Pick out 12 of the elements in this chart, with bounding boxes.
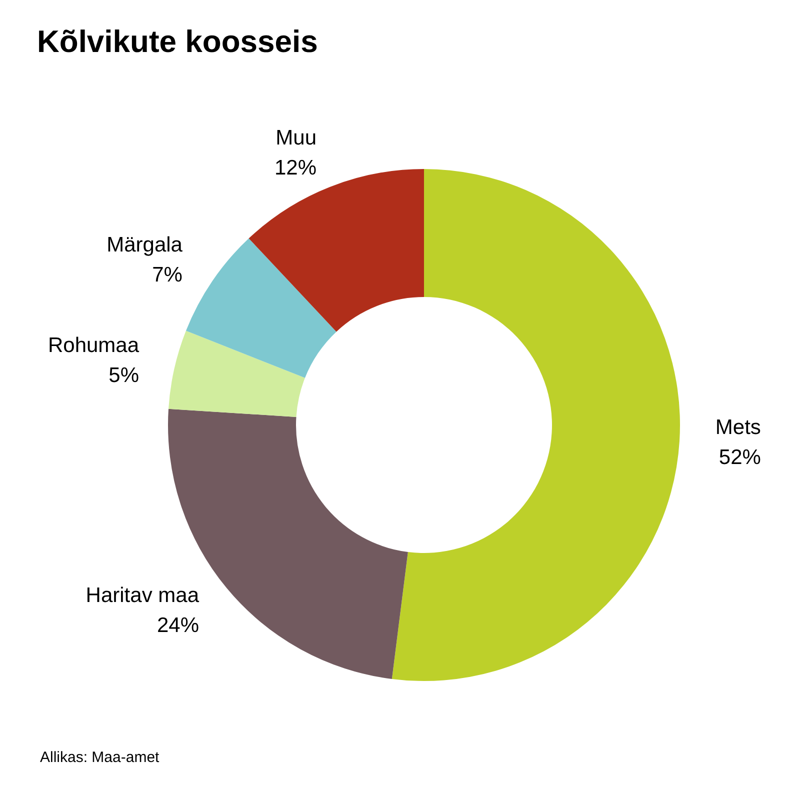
data-label: 7%: [152, 264, 182, 287]
data-label: 5%: [108, 364, 140, 388]
slice-label: Haritav maa: [86, 584, 200, 607]
chart-title: Kõlvikute koosseis: [37, 24, 318, 60]
text: Allikas: Maa-amet: [40, 749, 160, 766]
slice-label: Märgala: [106, 234, 183, 257]
slice-label: Mets: [715, 416, 761, 440]
data-label: 24%: [156, 614, 200, 637]
data-label: 12%: [274, 156, 317, 180]
slice-label: Muu: [276, 126, 317, 150]
slice-label: Rohumaa: [48, 334, 140, 358]
data-label: 52%: [718, 446, 761, 470]
